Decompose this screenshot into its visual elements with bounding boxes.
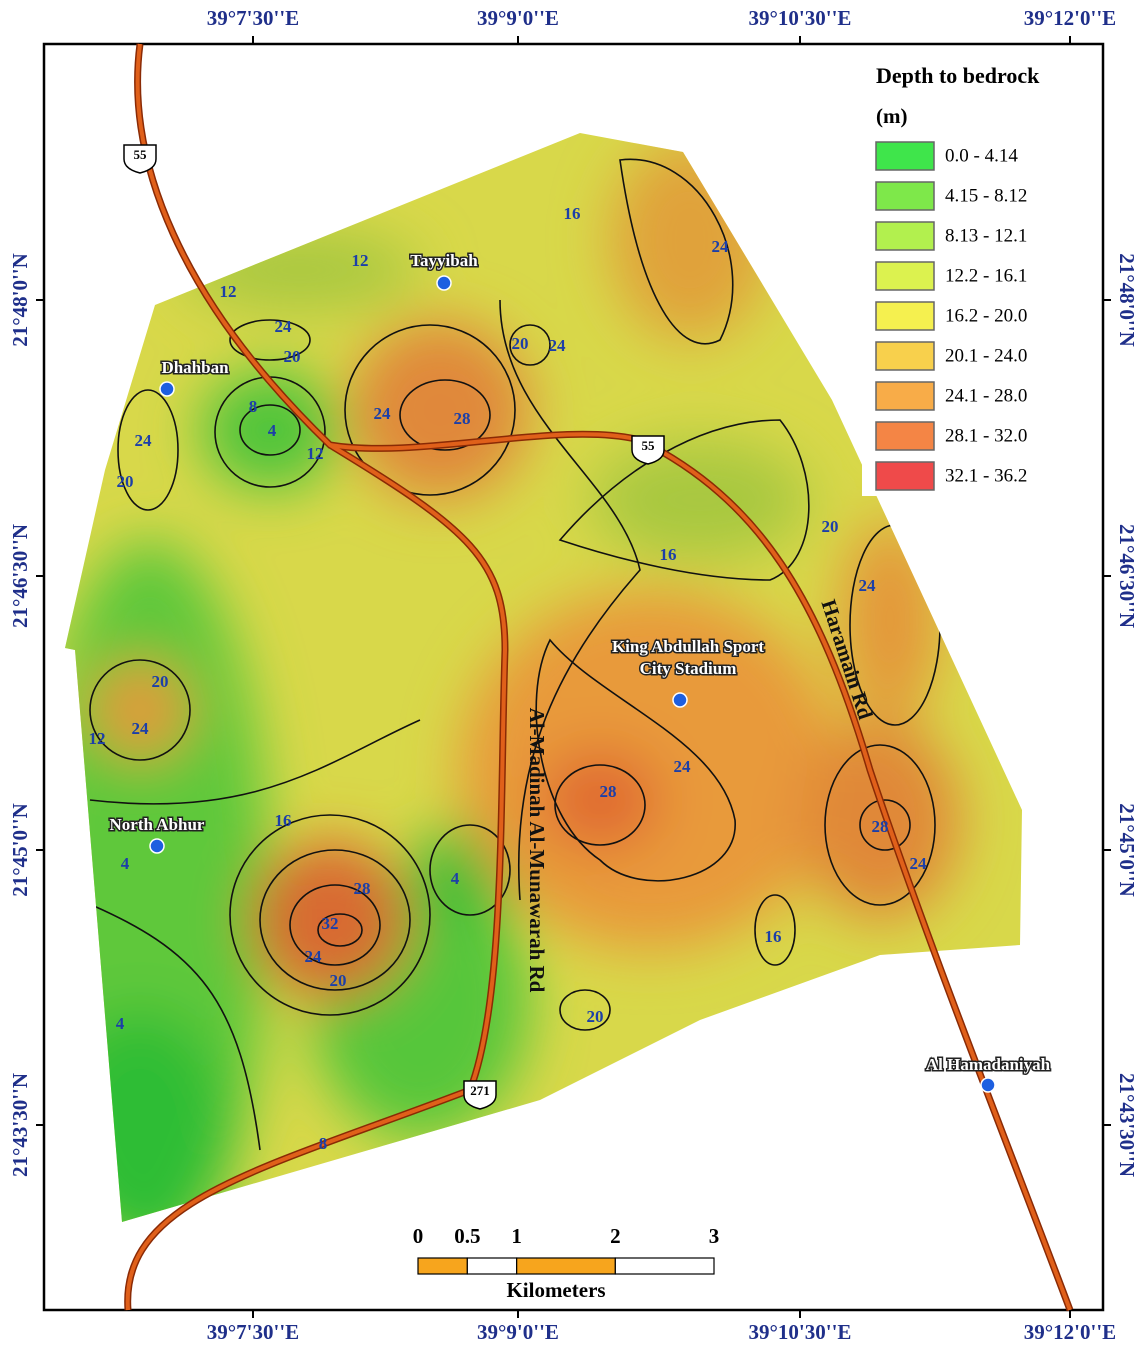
scale-segment [615,1258,714,1274]
contour-label: 20 [330,971,347,990]
contour-label: 28 [600,782,617,801]
latitude-label: 21°46'30''N [8,524,32,628]
longitude-label: 39°10'30''E [749,6,852,30]
contour-label: 4 [121,854,130,873]
legend-swatch [876,422,934,450]
longitude-label: 39°7'30''E [207,6,299,30]
contour-label: 16 [564,204,581,223]
latitude-label: 21°45'0''N [8,803,32,897]
contour-label: 4 [268,421,277,440]
contour-label: 12 [307,444,324,463]
legend-swatch [876,302,934,330]
scale-tick-label: 0.5 [454,1224,480,1248]
legend-swatch [876,182,934,210]
contour-label: 24 [374,404,392,423]
contour-label: 4 [116,1014,125,1033]
legend-swatch [876,142,934,170]
longitude-label: 39°9'0''E [477,6,559,30]
latitude-label: 21°43'30''N [1115,1073,1139,1177]
contour-label: 28 [454,409,471,428]
contour-label: 16 [765,927,782,946]
map: 39°7'30''E 39°7'30''E 39°9'0''E 39°9'0''E 39… [0,0,1145,1356]
longitude-label: 39°10'30''E [749,1320,852,1344]
scale-segment [418,1258,467,1274]
contour-label: 20 [512,334,529,353]
place-label: Tayyibah [410,251,478,270]
legend-title: Depth to bedrock [876,63,1040,88]
legend-unit: (m) [876,104,907,128]
contour-label: 20 [152,672,169,691]
contour-label: 24 [135,431,153,450]
legend-swatch [876,222,934,250]
legend-label: 4.15 - 8.12 [945,185,1027,206]
scale-unit: Kilometers [506,1278,605,1302]
scale-tick-label: 0 [413,1224,424,1248]
latitude-label: 21°46'30''N [1115,524,1139,628]
contour-label: 28 [354,879,371,898]
longitude-label: 39°12'0''E [1024,6,1116,30]
latitude-label: 21°43'30''N [8,1073,32,1177]
longitude-label: 39°12'0''E [1024,1320,1116,1344]
legend-label: 28.1 - 32.0 [945,425,1027,446]
contour-label: 24 [910,854,928,873]
contour-label: 24 [712,237,730,256]
road-shield-text: 271 [470,1083,490,1098]
contour-label: 24 [275,317,293,336]
contour-label: 24 [859,576,877,595]
legend-label: 0.0 - 4.14 [945,145,1018,166]
road-shield-text: 55 [642,438,656,453]
contour-label: 8 [319,1134,328,1153]
latitude-label: 21°48'0''N [1115,253,1139,347]
place-label: City Stadium [640,659,737,678]
legend-swatch [876,462,934,490]
contour-label: 32 [322,914,339,933]
contour-label: 20 [822,517,839,536]
scale-tick-label: 3 [709,1224,720,1248]
legend-swatch [876,382,934,410]
place-marker [160,382,174,396]
place-marker [673,693,687,707]
legend-label: 12.2 - 16.1 [945,265,1027,286]
latitude-label: 21°45'0''N [1115,803,1139,897]
contour-label: 16 [660,545,677,564]
legend-label: 8.13 - 12.1 [945,225,1027,246]
scale-segment [517,1258,616,1274]
contour-label: 20 [587,1007,604,1026]
legend-swatch [876,342,934,370]
scale-segment [467,1258,516,1274]
contour-label: 12 [89,729,106,748]
contour-label: 24 [132,719,150,738]
legend-label: 24.1 - 28.0 [945,385,1027,406]
contour-label: 24 [305,947,323,966]
place-marker [981,1078,995,1092]
latitude-label: 21°48'0''N [8,253,32,347]
longitude-label: 39°7'30''E [207,1320,299,1344]
contour-label: 12 [352,251,369,270]
road-shield-text: 55 [134,147,148,162]
legend-label: 16.2 - 20.0 [945,305,1027,326]
contour-label: 20 [284,347,301,366]
place-label: Dhahban [161,358,229,377]
contour-label: 24 [549,336,567,355]
contour-label: 20 [117,472,134,491]
contour-label: 16 [275,811,292,830]
road-label: Al-Madinah Al-Munawarah Rd [525,708,549,993]
place-label: North Abhur [110,815,205,834]
scale-tick-label: 2 [610,1224,621,1248]
legend-swatch [876,262,934,290]
contour-label: 24 [674,757,692,776]
legend-label: 20.1 - 24.0 [945,345,1027,366]
contour-label: 4 [451,869,460,888]
place-label: King Abdullah Sport [612,637,764,656]
legend-label: 32.1 - 36.2 [945,465,1027,486]
contour-label: 28 [872,817,889,836]
scale-tick-label: 1 [511,1224,522,1248]
place-marker [437,276,451,290]
longitude-label: 39°9'0''E [477,1320,559,1344]
contour-label: 12 [220,282,237,301]
place-label: Al Hamadaniyah [926,1055,1051,1074]
contour-label: 8 [249,397,258,416]
place-marker [150,839,164,853]
